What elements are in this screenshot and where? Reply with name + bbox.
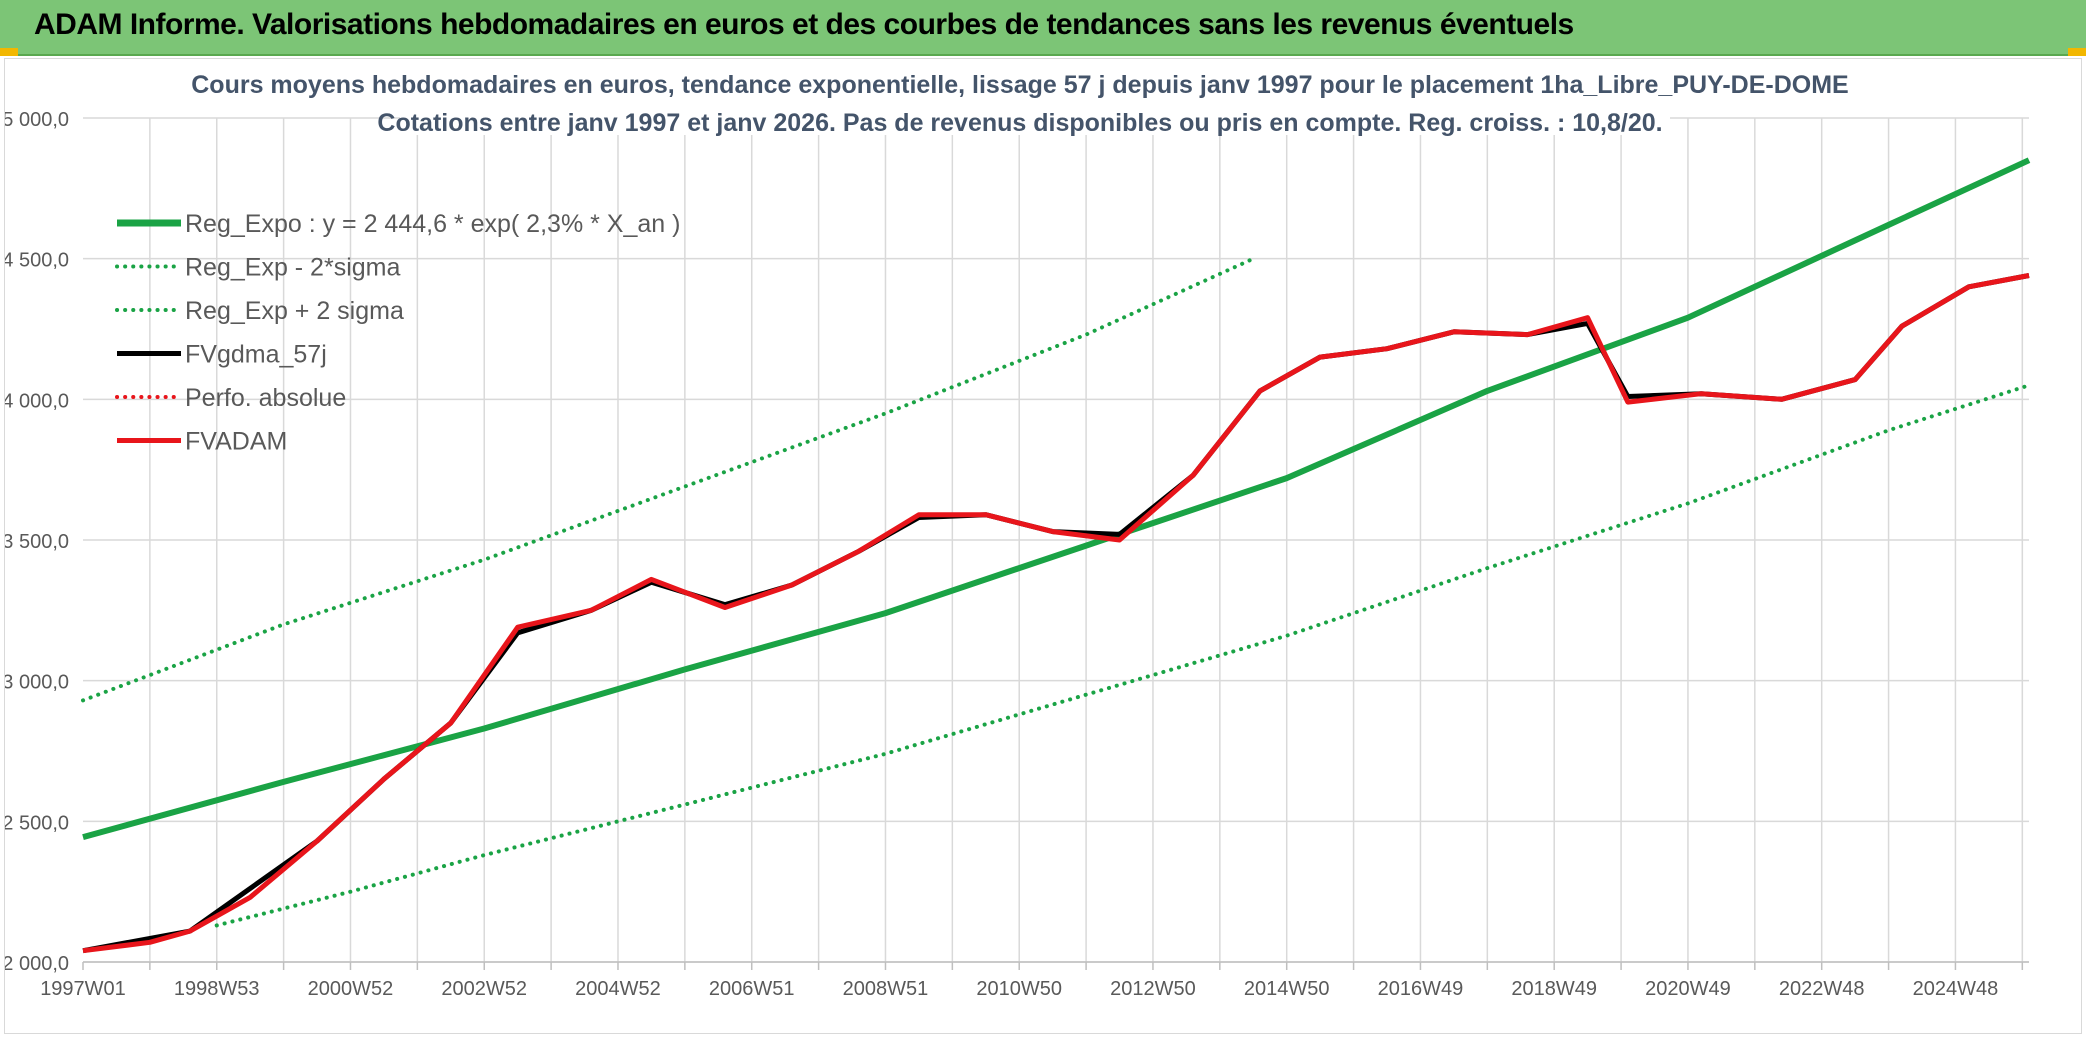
legend-label-2: Reg_Exp + 2 sigma (185, 297, 404, 325)
gridlines (83, 117, 2029, 963)
x-tick-label: 2004W52 (575, 978, 661, 1000)
y-tick-label: 5 000,0 (5, 109, 69, 131)
y-tick-label: 2 500,0 (5, 812, 69, 834)
series-line-5 (82, 273, 2030, 954)
series-line-1 (214, 383, 2031, 928)
x-tick-label: 2000W52 (308, 978, 394, 1000)
chart-area: 2 000,0 2 500,0 3 000,0 3 500,0 4 000,0 4 500… (2, 58, 2082, 1034)
legend-label-4: Perfo. absolue (185, 384, 346, 412)
x-tick-label: 2008W51 (843, 978, 929, 1000)
series-line-0 (82, 157, 2031, 840)
legend-label-0: Reg_Expo : y = 2 444,6 * exp( 2,3% * X_a… (185, 210, 680, 238)
x-tick-label: 2020W49 (1645, 978, 1731, 1000)
x-tick-label: 1997W01 (40, 978, 126, 1000)
line-chart: 2 000,0 2 500,0 3 000,0 3 500,0 4 000,0 4 500… (2, 63, 2031, 1000)
x-tick-label: 2006W51 (709, 978, 795, 1000)
x-tick-label: 2012W50 (1110, 978, 1196, 1000)
chart-title: Cours moyens hebdomadaires en euros, ten… (191, 71, 1848, 99)
series-line-2 (81, 256, 1256, 703)
x-tick-label: 2024W48 (1913, 978, 1999, 1000)
corner-marker-left (0, 48, 18, 56)
y-tick-label: 4 500,0 (5, 250, 69, 272)
chart-subtitle: Cotations entre janv 1997 et janv 2026. … (377, 109, 1662, 137)
x-tick-label: 1998W53 (174, 978, 260, 1000)
x-tick-label: 2016W49 (1378, 978, 1464, 1000)
x-tick-label: 2010W50 (976, 978, 1062, 1000)
x-tick-label: 2014W50 (1244, 978, 1330, 1000)
report-title: ADAM Informe. Valorisations hebdomadaire… (34, 8, 1574, 41)
subtitle-background (400, 99, 1670, 135)
title-background (255, 63, 1815, 101)
legend-label-1: Reg_Exp - 2*sigma (185, 254, 400, 282)
x-tick-label: 2018W49 (1511, 978, 1597, 1000)
y-tick-label: 2 000,0 (5, 953, 69, 975)
x-tick-label: 2022W48 (1779, 978, 1865, 1000)
y-tick-label: 3 500,0 (5, 531, 69, 553)
axes: 2 000,0 2 500,0 3 000,0 3 500,0 4 000,0 4 500… (2, 109, 2029, 1000)
corner-marker-right (2068, 48, 2086, 56)
x-tick-label: 2002W52 (441, 978, 527, 1000)
series-lines (81, 157, 2031, 954)
legend-label-5: FVADAM (185, 428, 287, 456)
chart-legend: Reg_Expo : y = 2 444,6 * exp( 2,3% * X_a… (115, 210, 680, 456)
chart-titles: Cours moyens hebdomadaires en euros, ten… (191, 63, 1849, 137)
report-header: ADAM Informe. Valorisations hebdomadaire… (0, 0, 2086, 56)
legend-label-3: FVgdma_57j (185, 341, 327, 369)
y-tick-label: 4 000,0 (5, 390, 69, 412)
y-tick-label: 3 000,0 (5, 672, 69, 694)
